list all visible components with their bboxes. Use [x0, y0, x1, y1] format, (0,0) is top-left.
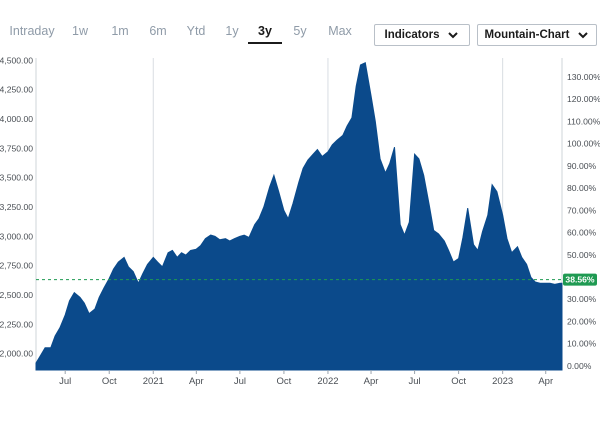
right-axis-tick-label: 90.00% — [567, 161, 597, 171]
range-tabs: Intraday 1w 1m 6m Ytd 1y 3y 5y Max — [4, 18, 362, 44]
tab-ytd[interactable]: Ytd — [186, 24, 206, 38]
x-axis-tick-label: 2021 — [143, 376, 164, 387]
left-axis-tick-label: 2,000.00 — [0, 349, 33, 359]
tab-1y[interactable]: 1y — [225, 24, 239, 38]
right-axis-tick-label: 30.00% — [567, 294, 597, 304]
right-axis-tick-label: 0.00% — [567, 361, 592, 371]
tab-1m[interactable]: 1m — [111, 24, 129, 38]
right-axis-tick-label: 130.00% — [567, 72, 600, 82]
left-axis-tick-label: 2,750.00 — [0, 261, 33, 271]
right-axis-tick-label: 110.00% — [567, 116, 600, 126]
change-badge-label: 38.56% — [565, 275, 595, 285]
right-axis-tick-label: 50.00% — [567, 250, 597, 260]
indicators-dropdown[interactable]: Indicators — [374, 24, 470, 46]
mountain-chart[interactable]: 4,500.00 4,250.00 4,000.00 3,750.00 3,500.00… — [0, 48, 600, 388]
right-axis-tick-label: 120.00% — [567, 94, 600, 104]
x-axis-tick-label: Jul — [59, 376, 71, 387]
x-axis-tick-label: Oct — [102, 376, 117, 387]
right-axis-tick-label: 20.00% — [567, 316, 597, 326]
left-axis-tick-label: 4,000.00 — [0, 114, 33, 124]
right-axis-tick-label: 80.00% — [567, 183, 597, 193]
x-axis-tick-label: Oct — [277, 376, 292, 387]
tab-1w[interactable]: 1w — [72, 24, 88, 38]
tab-5y[interactable]: 5y — [293, 24, 307, 38]
x-axis-tick-label: Apr — [189, 376, 204, 387]
chart-toolbar: Intraday 1w 1m 6m Ytd 1y 3y 5y Max Indic… — [0, 0, 600, 48]
right-axis-tick-label: 100.00% — [567, 139, 600, 149]
indicators-label: Indicators — [384, 29, 440, 41]
left-axis-tick-label: 3,500.00 — [0, 173, 33, 183]
x-axis-tick-label: 2023 — [492, 376, 513, 387]
left-axis-tick-label: 4,250.00 — [0, 85, 33, 95]
tab-3y[interactable]: 3y — [248, 18, 282, 44]
x-axis-tick-label: Apr — [364, 376, 379, 387]
price-area — [35, 61, 563, 371]
right-axis-tick-label: 70.00% — [567, 205, 597, 215]
chevron-down-icon — [448, 32, 459, 39]
x-axis-tick-label: Oct — [451, 376, 466, 387]
tab-max[interactable]: Max — [328, 24, 352, 38]
x-axis-tick-label: 2022 — [317, 376, 338, 387]
right-axis-tick-label: 10.00% — [567, 339, 597, 349]
chart-type-dropdown[interactable]: Mountain-Chart — [477, 24, 597, 46]
right-axis-tick-label: 60.00% — [567, 228, 597, 238]
left-axis-tick-label: 4,500.00 — [0, 55, 33, 65]
left-axis-tick-label: 2,500.00 — [0, 290, 33, 300]
x-axis-tick-label: Apr — [538, 376, 553, 387]
left-axis-tick-label: 3,250.00 — [0, 202, 33, 212]
left-axis-tick-label: 3,750.00 — [0, 143, 33, 153]
x-axis-tick-label: Jul — [409, 376, 421, 387]
tab-6m[interactable]: 6m — [149, 24, 167, 38]
change-badge — [563, 273, 597, 286]
left-axis-tick-label: 3,000.00 — [0, 231, 33, 241]
chevron-down-icon — [578, 32, 589, 39]
left-axis-tick-label: 2,250.00 — [0, 319, 33, 329]
chart-type-label: Mountain-Chart — [484, 29, 570, 41]
x-axis-tick-label: Jul — [234, 376, 246, 387]
tab-intraday[interactable]: Intraday — [9, 24, 55, 38]
